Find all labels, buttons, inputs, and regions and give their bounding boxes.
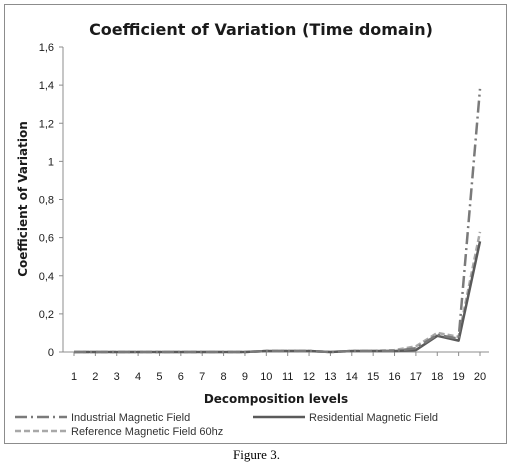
x-tick-label: 10 [260,371,272,383]
x-tick-label: 17 [410,371,422,383]
x-axis-label: Decomposition levels [204,392,348,406]
chart-title: Coefficient of Variation (Time domain) [89,20,433,39]
y-tick-label: 1,4 [39,80,54,92]
x-tick-label: 20 [474,371,486,383]
series-line-residential-magnetic-field [74,241,482,354]
y-tick-label: 0,4 [39,271,54,283]
y-ticks: 0 0,2 0,4 0,6 0,8 1 1,2 1,4 1,6 [39,42,63,359]
x-tick-label: 15 [367,371,379,383]
x-tick-label: 18 [431,371,443,383]
figure-caption: Figure 3. [233,447,280,462]
x-tick-label: 13 [324,371,336,383]
legend-label: Reference Magnetic Field 60hz [71,426,223,438]
legend-label: Residential Magnetic Field [309,412,438,424]
legend: Industrial Magnetic Field Residential Mag… [15,412,438,438]
x-tick-label: 12 [303,371,315,383]
y-tick-label: 1,2 [39,118,54,130]
y-tick-label: 0 [48,347,54,359]
legend-label: Industrial Magnetic Field [71,412,190,424]
x-tick-label: 5 [156,371,162,383]
chart-frame: Coefficient of Variation (Time domain) C… [4,4,507,444]
y-tick-label: 1,6 [39,42,54,54]
x-tick-label: 8 [221,371,227,383]
x-tick-label: 19 [453,371,465,383]
series-line-industrial-magnetic-field [74,88,482,354]
x-tick-label: 11 [282,371,293,383]
x-tick-label: 4 [135,371,141,383]
x-tick-label: 14 [346,371,358,383]
y-tick-label: 1 [48,156,54,168]
x-tick-label: 1 [71,371,77,383]
x-tick-label: 7 [199,371,205,383]
series-lines [74,88,482,354]
y-tick-label: 0,2 [39,309,54,321]
y-axis-label: Coefficient of Variation [16,121,30,277]
x-tick-label: 16 [388,371,400,383]
chart-canvas: Coefficient of Variation (Time domain) C… [15,20,489,438]
y-tick-label: 0,6 [39,233,54,245]
x-tick-label: 6 [178,371,184,383]
x-ticks: 1 2 3 4 5 6 7 8 9 10 11 12 13 14 15 16 17 18 19 20 [71,352,486,383]
x-tick-label: 3 [114,371,120,383]
series-line-reference-magnetic-field-60hz [74,231,482,354]
y-tick-label: 0,8 [39,195,54,207]
x-tick-label: 9 [242,371,248,383]
x-tick-label: 2 [92,371,98,383]
